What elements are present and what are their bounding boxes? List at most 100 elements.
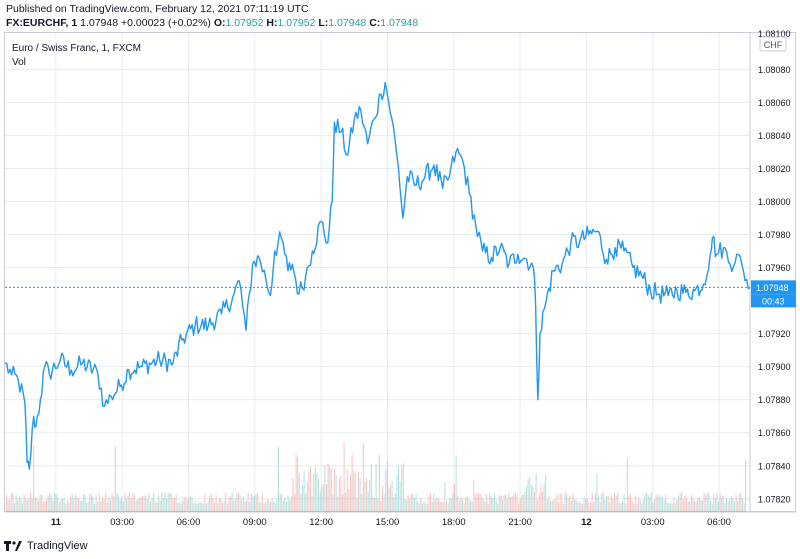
volume-bar <box>98 493 100 512</box>
volume-bar <box>271 497 273 512</box>
volume-bar <box>49 492 51 512</box>
volume-bar <box>369 480 371 512</box>
volume-bar <box>63 497 65 512</box>
volume-bar <box>129 492 131 512</box>
volume-bar <box>630 494 631 512</box>
volume-bar <box>54 492 55 512</box>
volume-bar <box>481 496 483 512</box>
volume-bar <box>94 503 95 512</box>
volume-bar <box>537 499 539 512</box>
volume-bar <box>607 496 609 512</box>
volume-bar <box>439 501 441 512</box>
volume-bar <box>543 483 545 512</box>
volume-bar <box>554 499 556 512</box>
volume-bar <box>290 496 292 512</box>
volume-bar <box>577 502 579 512</box>
volume-bar <box>738 493 740 512</box>
price-tick-label: 1.07840 <box>758 461 791 471</box>
volume-bar <box>473 480 475 512</box>
volume-bar <box>185 496 187 512</box>
volume-bar <box>41 495 43 512</box>
volume-bar <box>358 471 359 512</box>
volume-bar <box>158 495 159 512</box>
volume-bar <box>743 503 745 512</box>
volume-bar <box>449 497 451 512</box>
volume-bar <box>466 496 468 512</box>
volume-bar <box>668 503 670 512</box>
volume-bar <box>388 487 390 512</box>
volume-bar <box>289 500 291 512</box>
volume-bar <box>314 467 316 512</box>
volume-bar <box>305 493 307 512</box>
volume-bar <box>108 498 110 512</box>
volume-bar <box>345 492 347 512</box>
volume-bar <box>516 494 518 512</box>
footer-brand[interactable]: TradingView <box>4 540 88 552</box>
volume-bar <box>287 495 289 512</box>
volume-bar <box>559 493 561 512</box>
volume-bar <box>642 499 644 512</box>
price-line <box>4 81 751 470</box>
volume-bar <box>153 492 155 512</box>
volume-bar <box>372 496 374 512</box>
chart-grid <box>5 33 796 513</box>
volume-bar <box>39 494 41 512</box>
volume-bar <box>719 493 721 512</box>
volume-bar <box>217 503 219 512</box>
volume-bar <box>423 501 425 512</box>
volume-bar <box>329 466 331 512</box>
close-label: C: <box>369 17 381 29</box>
volume-bar <box>662 497 663 512</box>
volume-bar <box>705 495 707 512</box>
volume-bar <box>70 497 71 512</box>
volume-bar <box>380 500 382 512</box>
volume-bar <box>375 464 377 512</box>
volume-bar <box>126 498 127 512</box>
volume-bar <box>476 492 478 512</box>
volume-bar <box>596 473 598 512</box>
volume-bar <box>610 495 612 512</box>
volume-bar <box>636 504 638 512</box>
volume-bar <box>620 503 622 512</box>
volume-bar <box>364 481 366 512</box>
volume-bar <box>142 495 143 512</box>
time-tick-label: 21:00 <box>508 517 532 528</box>
volume-bar <box>689 501 691 512</box>
volume-bar <box>202 503 204 512</box>
volume-bar <box>62 498 63 512</box>
volume-bar <box>490 496 492 512</box>
volume-bar <box>143 496 145 512</box>
volume-bar <box>698 497 700 512</box>
volume-bar <box>102 496 103 512</box>
volume-bar <box>465 496 467 512</box>
price-chart[interactable]: 1.08080 1.08060 1.08040 1.08020 1.08000 1.079… <box>0 0 800 540</box>
change-value: +0.00023 (+0.02%) <box>121 17 211 29</box>
volume-bar <box>84 493 86 512</box>
volume-bar <box>474 494 476 512</box>
volume-bar <box>687 502 689 512</box>
volume-bar <box>194 500 196 512</box>
symbol-label: FX:EURCHF, 1 <box>6 17 78 29</box>
volume-bar <box>218 498 220 512</box>
volume-bar <box>492 498 494 512</box>
volume-bar <box>623 494 625 512</box>
currency-badge: CHF <box>759 36 787 52</box>
volume-bar <box>367 492 369 512</box>
volume-bar <box>521 495 523 512</box>
volume-bar <box>700 500 702 512</box>
volume-bar <box>433 493 435 512</box>
volume-bar <box>714 497 716 512</box>
volume-bar <box>646 492 647 512</box>
volume-bar <box>9 498 11 512</box>
volume-bar <box>532 487 534 512</box>
volume-bar <box>174 497 175 512</box>
volume-bar <box>188 496 190 512</box>
volume-bar <box>690 495 692 512</box>
volume-bar <box>247 493 249 512</box>
volume-bar <box>178 502 180 512</box>
volume-bar <box>428 496 430 512</box>
volume-bar <box>654 499 655 512</box>
volume-bar <box>742 498 743 512</box>
price-tick-label: 1.08060 <box>758 98 791 108</box>
volume-bar <box>385 469 387 512</box>
